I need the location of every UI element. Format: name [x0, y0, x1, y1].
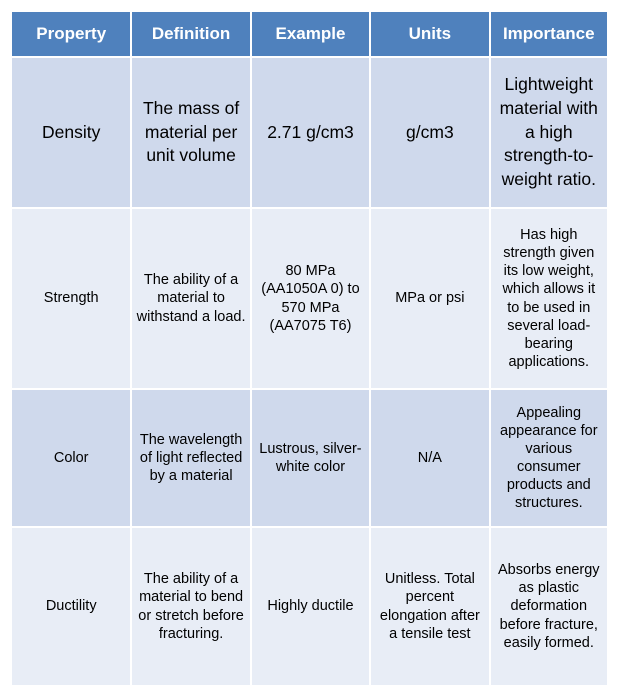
- cell-property: Strength: [12, 209, 131, 388]
- table-row-density: Density The mass of material per unit vo…: [12, 58, 607, 207]
- cell-importance: Absorbs energy as plastic deformation be…: [490, 528, 607, 685]
- cell-property: Ductility: [12, 528, 131, 685]
- cell-definition: The ability of a material to bend or str…: [132, 528, 250, 685]
- cell-definition: The wavelength of light reflected by a m…: [132, 390, 250, 526]
- cell-units: N/A: [371, 390, 489, 526]
- header-units: Units: [371, 12, 489, 56]
- cell-units: MPa or psi: [371, 209, 489, 388]
- properties-table: Property Definition Example Units Import…: [10, 10, 609, 687]
- cell-definition: The mass of material per unit volume: [132, 58, 250, 207]
- table-row-ductility: Ductility The ability of a material to b…: [12, 528, 607, 685]
- table-row-strength: Strength The ability of a material to wi…: [12, 209, 607, 388]
- header-row: Property Definition Example Units Import…: [12, 12, 607, 56]
- cell-property: Color: [12, 390, 131, 526]
- cell-definition: The ability of a material to withstand a…: [132, 209, 250, 388]
- cell-example: 80 MPa (AA1050A 0) to 570 MPa (AA7075 T6…: [251, 209, 370, 388]
- cell-units: g/cm3: [371, 58, 489, 207]
- cell-example: Highly ductile: [251, 528, 370, 685]
- cell-importance: Has high strength given its low weight, …: [490, 209, 607, 388]
- cell-example: 2.71 g/cm3: [251, 58, 370, 207]
- header-definition: Definition: [132, 12, 250, 56]
- header-example: Example: [251, 12, 370, 56]
- header-property: Property: [12, 12, 131, 56]
- cell-units: Unitless. Total percent elongation after…: [371, 528, 489, 685]
- cell-importance: Appealing appearance for various consume…: [490, 390, 607, 526]
- cell-importance: Lightweight material with a high strengt…: [490, 58, 607, 207]
- cell-example: Lustrous, silver-white color: [251, 390, 370, 526]
- cell-property: Density: [12, 58, 131, 207]
- table-row-color: Color The wavelength of light reflected …: [12, 390, 607, 526]
- header-importance: Importance: [490, 12, 607, 56]
